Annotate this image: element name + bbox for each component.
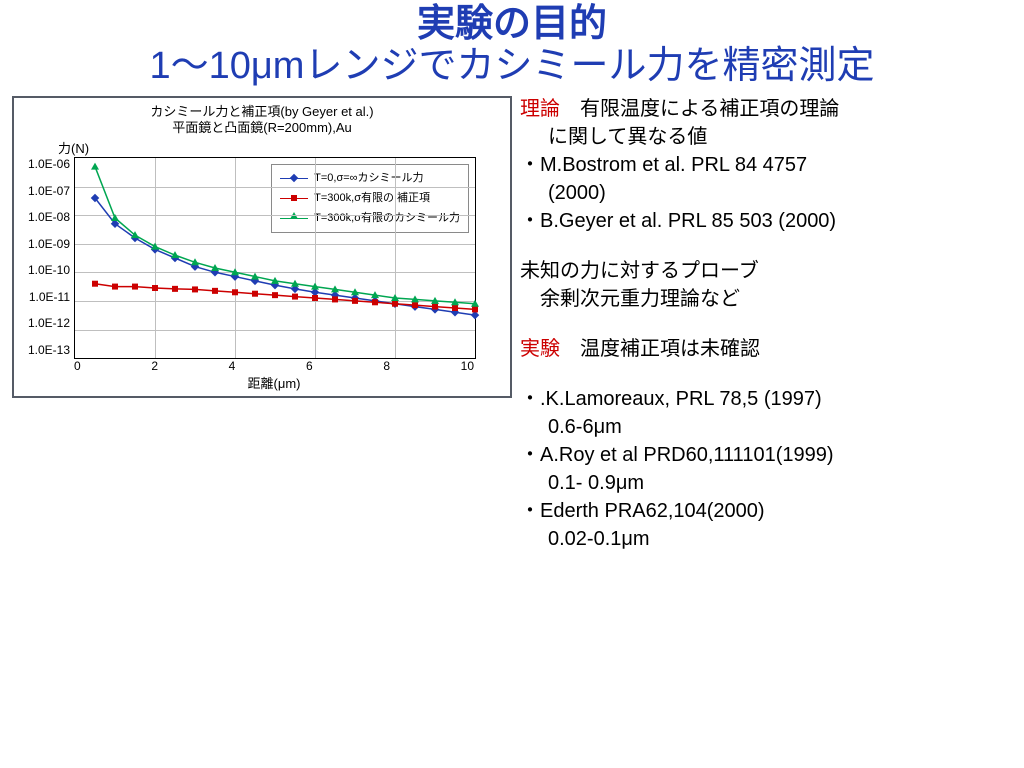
chart-plot-area: T=0,σ=∞カシミール力T=300k,σ有限の 補正項T=300k,σ有限のカ… [74,157,476,359]
ytick-label: 1.0E-12 [22,316,70,330]
xtick-label: 0 [74,359,81,373]
xtick-label: 6 [306,359,313,373]
chart-ylabel: 力(N) [22,138,502,157]
chart-yticks: 1.0E-06 1.0E-07 1.0E-08 1.0E-09 1.0E-10 1.0E-… [22,157,74,357]
experiment-keyword: 実験 [520,338,560,360]
geyer-ref: ・B.Geyer et al. PRL 85 503 (2000) [520,208,1012,234]
chart-xticks: 0 2 4 6 8 10 [22,359,474,373]
lamoreaux-ref-2: 0.6-6μm [520,414,1012,440]
lamoreaux-ref-1: ・.K.Lamoreaux, PRL 78,5 (1997) [520,386,1012,412]
ederth-ref-1: ・Ederth PRA62,104(2000) [520,498,1012,524]
chart-series [75,158,475,358]
title-line-1: 実験の目的 [0,4,1024,46]
chart-title-line-2: 平面鏡と凸面鏡(R=200mm),Au [172,120,352,135]
xtick-label: 8 [383,359,390,373]
ytick-label: 1.0E-09 [22,237,70,251]
probe-line-2: 余剰次元重力理論など [520,286,1012,312]
chart-xlabel: 距離(μm) [22,373,474,392]
theory-text-2: に関して異なる値 [520,124,1012,150]
bostrom-ref-2: (2000) [520,180,1012,206]
ytick-label: 1.0E-13 [22,343,70,357]
chart-title-line-1: カシミール力と補正項(by Geyer et al.) [150,104,373,119]
chart-title: カシミール力と補正項(by Geyer et al.) 平面鏡と凸面鏡(R=20… [22,104,502,137]
ytick-label: 1.0E-07 [22,184,70,198]
xtick-label: 4 [229,359,236,373]
theory-line: 理論 有限温度による補正項の理論 [520,96,1012,122]
chart-frame: カシミール力と補正項(by Geyer et al.) 平面鏡と凸面鏡(R=20… [12,96,512,399]
bostrom-ref-1: ・M.Bostrom et al. PRL 84 4757 [520,152,1012,178]
roy-ref-1: ・A.Roy et al PRD60,111101(1999) [520,442,1012,468]
experiment-text: 温度補正項は未確認 [560,338,760,360]
xtick-label: 2 [151,359,158,373]
probe-line-1: 未知の力に対するプローブ [520,258,1012,284]
ytick-label: 1.0E-11 [22,290,70,304]
ytick-label: 1.0E-10 [22,263,70,277]
main-content: カシミール力と補正項(by Geyer et al.) 平面鏡と凸面鏡(R=20… [0,88,1024,554]
roy-ref-2: 0.1- 0.9μm [520,470,1012,496]
theory-keyword: 理論 [520,98,560,120]
experiment-line: 実験 温度補正項は未確認 [520,336,1012,362]
title-line-2: 1～10μmレンジでカシミール力を精密測定 [0,46,1024,88]
slide-title: 実験の目的 1～10μmレンジでカシミール力を精密測定 [0,0,1024,88]
ytick-label: 1.0E-08 [22,210,70,224]
ederth-ref-2: 0.02-0.1μm [520,526,1012,552]
left-column: カシミール力と補正項(by Geyer et al.) 平面鏡と凸面鏡(R=20… [12,96,512,554]
xtick-label: 10 [461,359,474,373]
right-column: 理論 有限温度による補正項の理論 に関して異なる値 ・M.Bostrom et … [512,96,1012,554]
ytick-label: 1.0E-06 [22,157,70,171]
theory-text-1: 有限温度による補正項の理論 [560,98,839,120]
